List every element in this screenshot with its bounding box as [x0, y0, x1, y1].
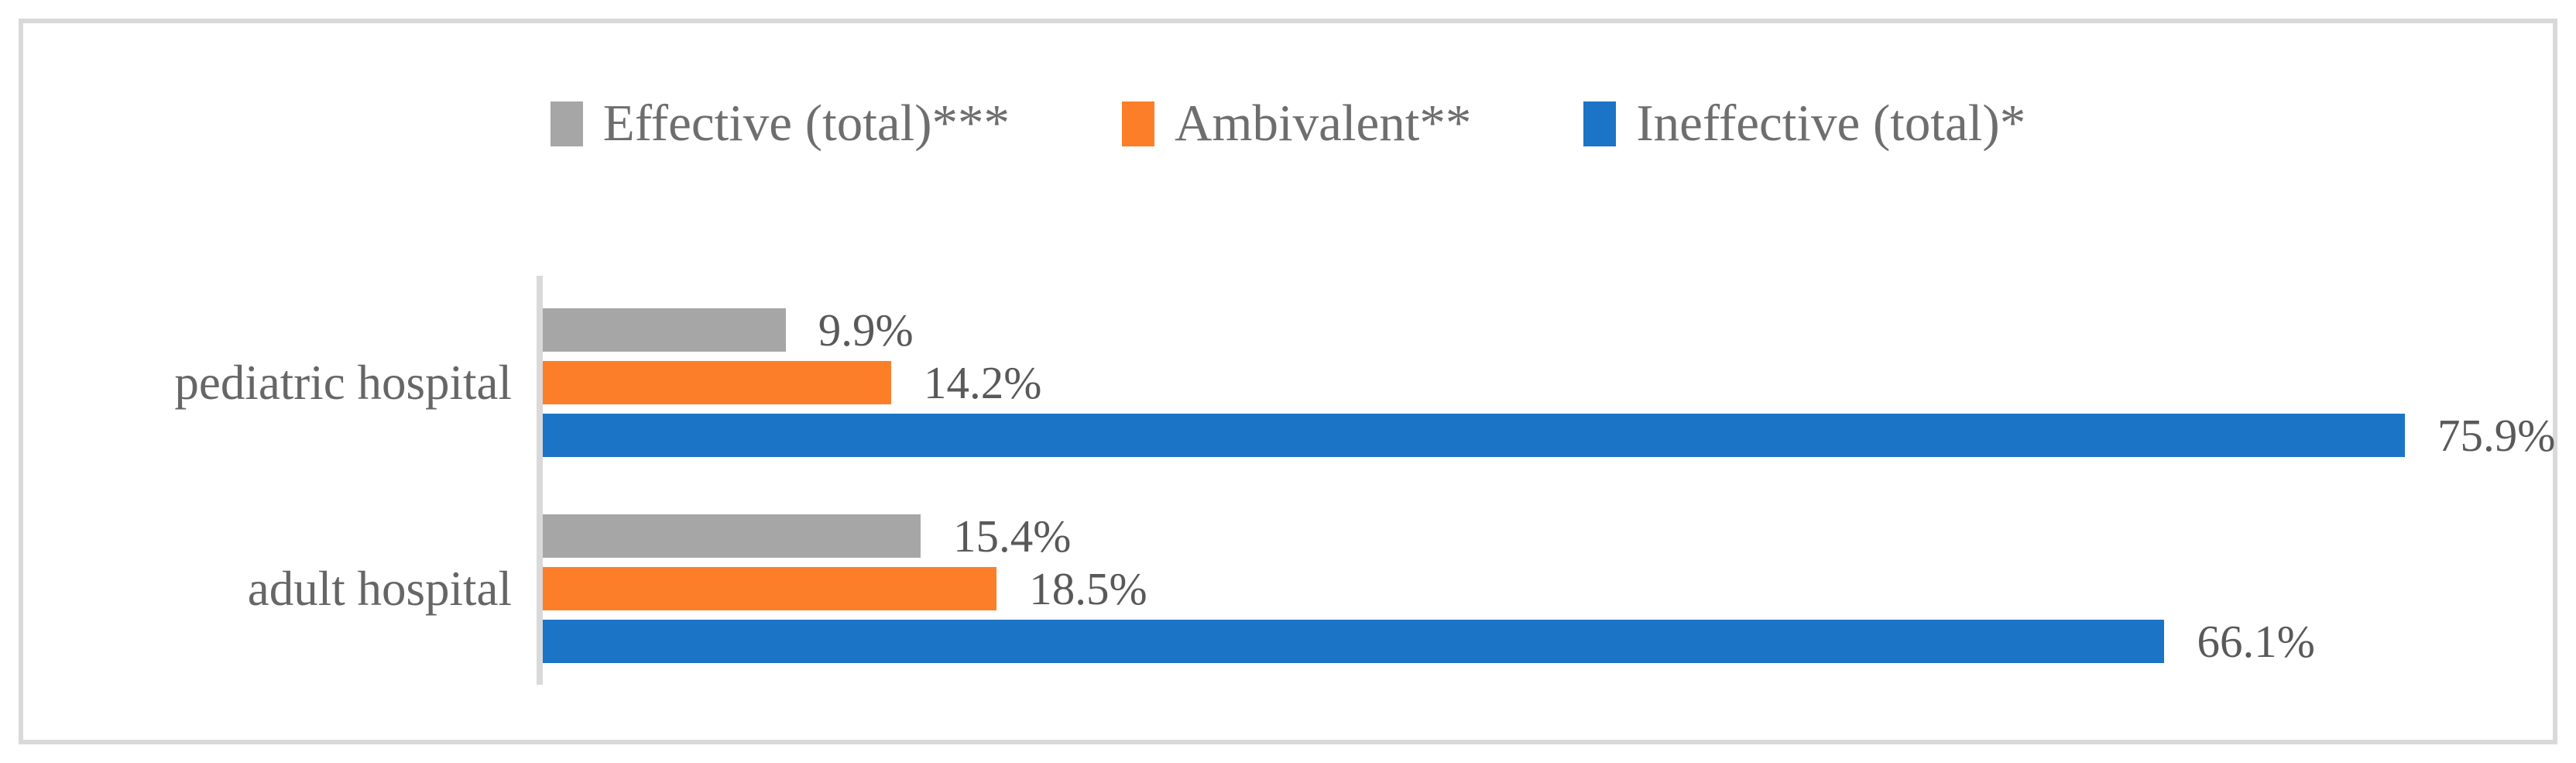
legend-item-2: Ambivalent**: [1122, 98, 1471, 150]
legend-swatch-icon: [1583, 101, 1617, 146]
bar: [543, 361, 891, 404]
category-label: pediatric hospital: [174, 355, 512, 410]
bar: [543, 514, 921, 558]
bar: [543, 414, 2406, 457]
category-group: pediatric hospital 9.9% 14.2% 75.9%: [23, 304, 2576, 461]
value-label: 14.2%: [923, 356, 1042, 408]
bar-row: 14.2%: [543, 356, 2576, 408]
category-group: adult hospital 15.4% 18.5% 66.1%: [23, 510, 2576, 667]
bar-stack: 15.4% 18.5% 66.1%: [543, 510, 2576, 667]
bar-row: 9.9%: [543, 304, 2576, 356]
bar-row: 15.4%: [543, 510, 2576, 562]
legend-swatch-icon: [1122, 101, 1155, 146]
chart-frame: Effective (total)*** Ambivalent** Ineffect…: [19, 19, 2557, 744]
bar: [543, 567, 997, 610]
bar-row: 18.5%: [543, 562, 2576, 614]
legend-item-3: Ineffective (total)*: [1583, 98, 2025, 150]
bar-stack: 9.9% 14.2% 75.9%: [543, 304, 2576, 461]
y-axis-line: [537, 276, 543, 685]
value-label: 66.1%: [2197, 615, 2315, 667]
legend-swatch-icon: [550, 101, 583, 146]
category-label: adult hospital: [247, 561, 512, 616]
bar-row: 75.9%: [543, 409, 2576, 461]
value-label: 9.9%: [818, 304, 914, 356]
value-label: 75.9%: [2437, 409, 2556, 461]
value-label: 18.5%: [1029, 562, 1147, 614]
bar: [543, 620, 2165, 663]
value-label: 15.4%: [952, 510, 1072, 562]
legend-item-1: Effective (total)***: [550, 95, 1010, 152]
plot-area: pediatric hospital 9.9% 14.2% 75.9% adult ho…: [23, 304, 2576, 720]
bar-row: 66.1%: [543, 615, 2576, 667]
legend-label: Ineffective (total)*: [1636, 95, 2026, 152]
bar: [543, 308, 786, 352]
legend-label: Effective (total)***: [602, 95, 1010, 152]
legend: Effective (total)*** Ambivalent** Ineffect…: [23, 98, 2553, 150]
legend-label: Ambivalent**: [1175, 95, 1472, 152]
